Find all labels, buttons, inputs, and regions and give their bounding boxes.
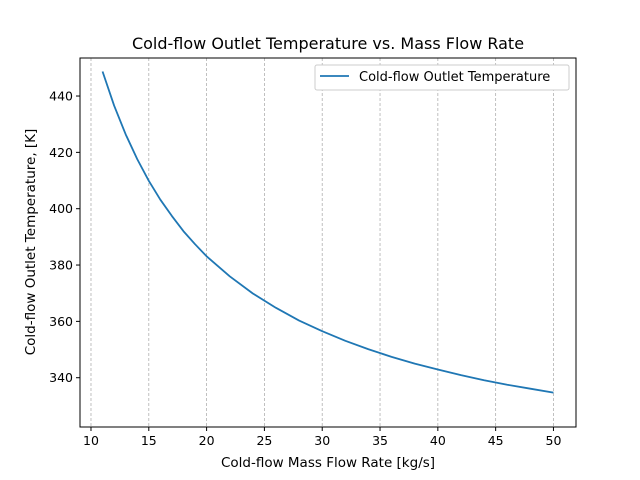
- x-tick-label: 45: [488, 433, 504, 448]
- x-tick-label: 35: [372, 433, 388, 448]
- x-tick-label: 40: [430, 433, 446, 448]
- x-tick-label: 15: [141, 433, 157, 448]
- x-gridlines: [90, 58, 554, 427]
- y-tick-label: 340: [49, 370, 73, 385]
- y-tick-label: 360: [49, 314, 73, 329]
- x-axis-label: Cold-flow Mass Flow Rate [kg/s]: [221, 455, 435, 471]
- y-tick-label: 400: [49, 201, 73, 216]
- x-tick-label: 25: [256, 433, 272, 448]
- series-line: [101, 71, 554, 394]
- legend-label: Cold-flow Outlet Temperature: [359, 70, 550, 85]
- y-axis-ticks: 340 360 380 400 420 440: [49, 89, 80, 385]
- y-tick-label: 380: [49, 258, 73, 273]
- y-tick-label: 420: [49, 145, 73, 160]
- chart-title: Cold-flow Outlet Temperature vs. Mass Fl…: [132, 34, 524, 53]
- x-axis-ticks: 10 15 20 25 30 35 40 45 50: [83, 427, 561, 448]
- series-layer: [101, 71, 554, 394]
- plot-frame: [79, 57, 577, 428]
- x-tick-label: 10: [83, 433, 99, 448]
- x-tick-label: 50: [546, 433, 562, 448]
- y-axis-label: Cold-flow Outlet Temperature, [K]: [23, 129, 39, 356]
- x-tick-label: 20: [199, 433, 215, 448]
- x-tick-label: 30: [314, 433, 330, 448]
- legend: Cold-flow Outlet Temperature: [314, 64, 570, 91]
- legend-box: [314, 64, 570, 91]
- y-tick-label: 440: [49, 89, 73, 104]
